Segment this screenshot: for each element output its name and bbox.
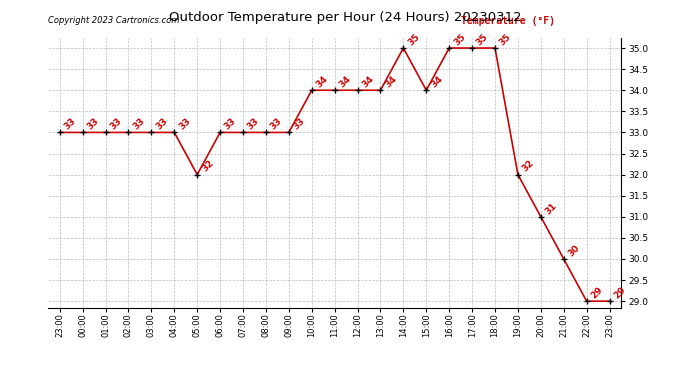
Text: Temperature (°F): Temperature (°F) — [461, 16, 555, 26]
Text: 33: 33 — [108, 117, 124, 132]
Text: 33: 33 — [292, 117, 307, 132]
Text: 33: 33 — [177, 117, 193, 132]
Text: 35: 35 — [475, 32, 490, 47]
Text: 33: 33 — [63, 117, 78, 132]
Text: 32: 32 — [200, 159, 215, 174]
Text: 35: 35 — [406, 32, 422, 47]
Text: 35: 35 — [497, 32, 513, 47]
Text: 34: 34 — [337, 74, 353, 90]
Text: 34: 34 — [315, 74, 330, 90]
Text: 33: 33 — [86, 117, 101, 132]
Text: 33: 33 — [131, 117, 146, 132]
Text: Copyright 2023 Cartronics.com: Copyright 2023 Cartronics.com — [48, 16, 179, 25]
Text: 34: 34 — [383, 74, 399, 90]
Text: 35: 35 — [452, 32, 467, 47]
Text: 30: 30 — [566, 243, 582, 258]
Text: 34: 34 — [429, 74, 444, 90]
Text: 31: 31 — [544, 201, 559, 216]
Text: 33: 33 — [154, 117, 169, 132]
Text: 33: 33 — [223, 117, 238, 132]
Text: 33: 33 — [246, 117, 261, 132]
Text: Outdoor Temperature per Hour (24 Hours) 20230312: Outdoor Temperature per Hour (24 Hours) … — [168, 11, 522, 24]
Text: 29: 29 — [589, 285, 604, 300]
Text: 33: 33 — [268, 117, 284, 132]
Text: 32: 32 — [521, 159, 536, 174]
Text: 34: 34 — [360, 74, 375, 90]
Text: 29: 29 — [612, 285, 628, 300]
